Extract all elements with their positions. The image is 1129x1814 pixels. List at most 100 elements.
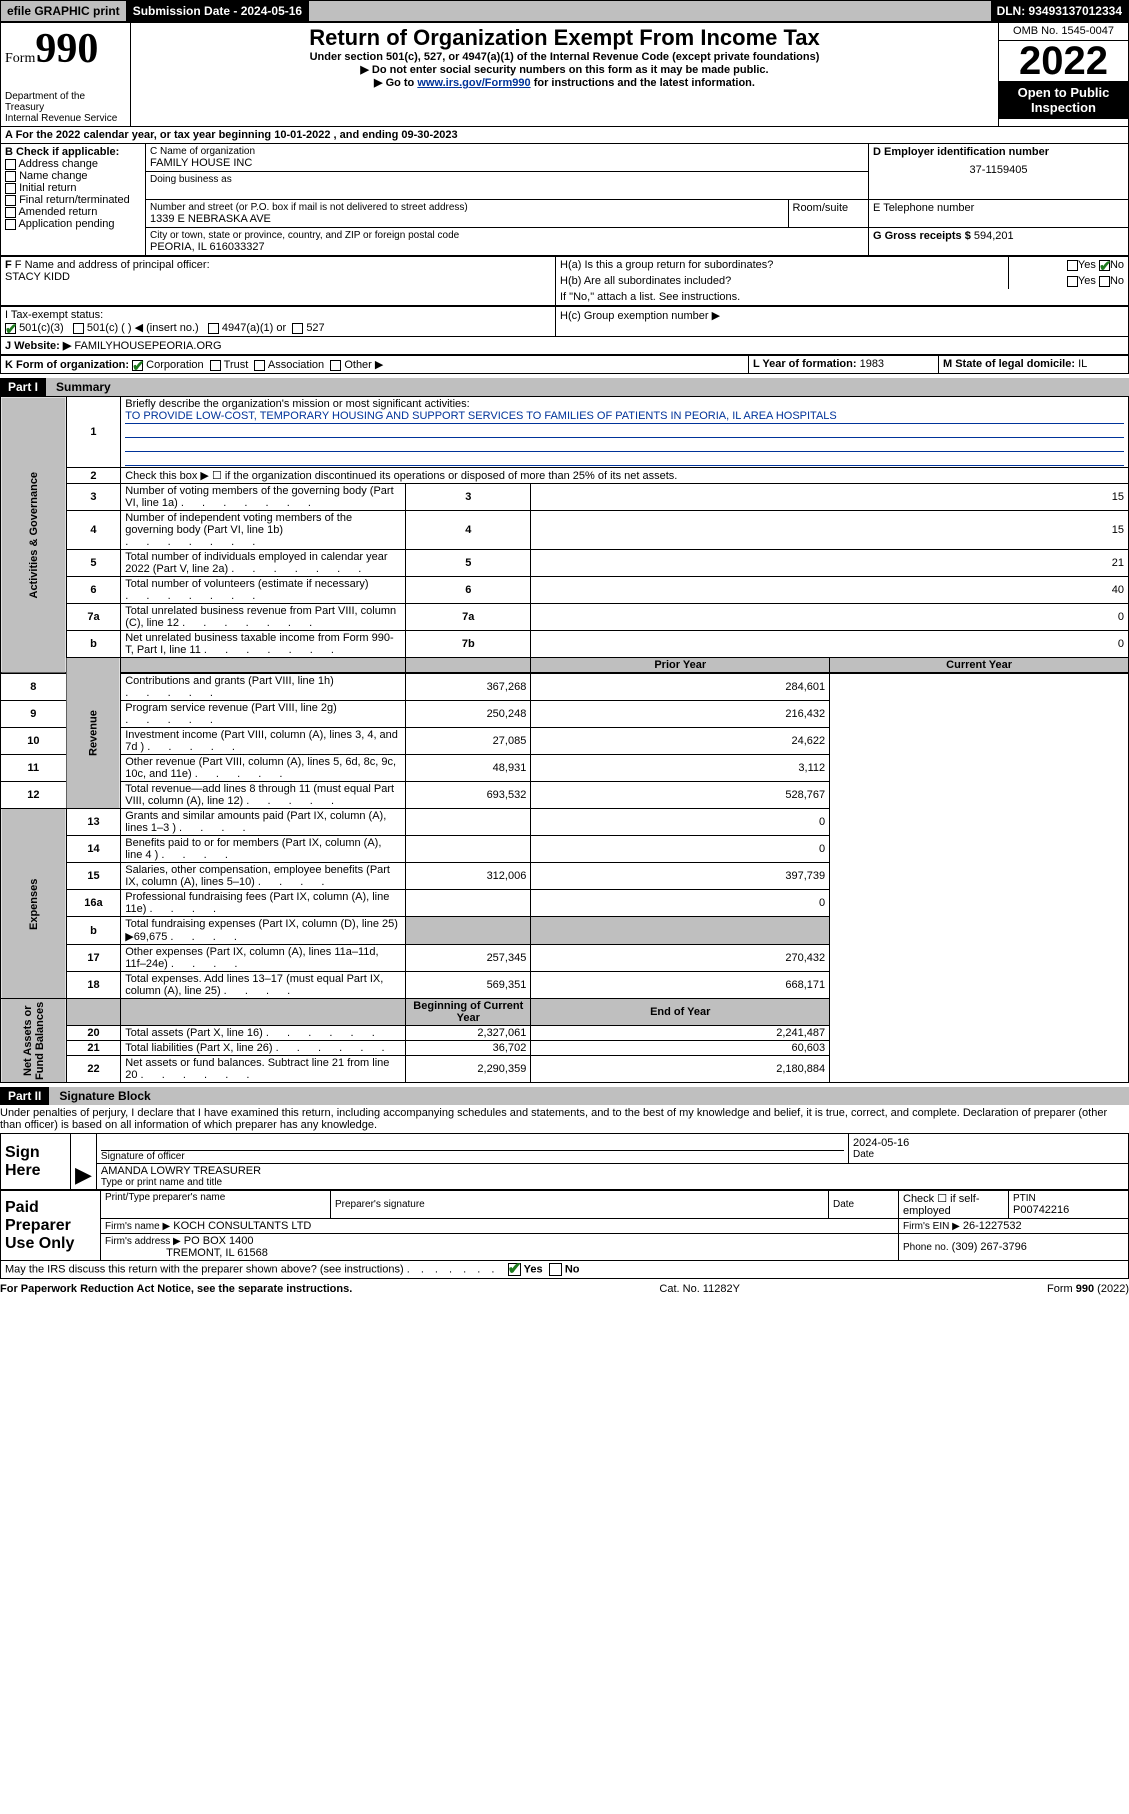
page-footer: For Paperwork Reduction Act Notice, see … [0,1279,1129,1295]
b-initial-return[interactable]: Initial return [5,182,141,194]
hc: H(c) Group exemption number ▶ [556,307,1129,337]
topbar: efile GRAPHIC print Submission Date - 20… [0,0,1129,22]
hb-yes[interactable] [1067,276,1078,287]
g-label: G Gross receipts $ [873,230,971,242]
f-label: F F Name and address of principal office… [5,259,551,271]
ha-no[interactable] [1099,260,1110,271]
ha-yes[interactable] [1067,260,1078,271]
name-title-label: Type or print name and title [101,1177,1124,1188]
paid-preparer: Paid Preparer Use Only Print/Type prepar… [0,1190,1129,1261]
k-corp[interactable] [132,360,143,371]
firm-name-label: Firm's name ▶ [105,1221,170,1232]
summary-table: Activities & Governance 1 Briefly descri… [0,396,1129,1083]
discuss-row: May the IRS discuss this return with the… [0,1261,1129,1279]
k-label: K Form of organization: [5,359,129,371]
form-ref: Form 990 (2022) [1047,1283,1129,1295]
print-name-label: Print/Type preparer's name [105,1192,326,1203]
sign-arrow: ▶ [71,1134,97,1190]
sign-block: Sign Here ▶ Signature of officer 2024-05… [0,1133,1129,1190]
m-label: M State of legal domicile: [943,358,1075,370]
fh-block: F F Name and address of principal office… [0,256,1129,306]
discuss-no[interactable] [549,1263,562,1276]
city: PEORIA, IL 616033327 [150,241,864,253]
b-label: B Check if applicable: [5,146,141,158]
firm-name: KOCH CONSULTANTS LTD [173,1220,311,1232]
side-exp: Expenses [27,878,39,929]
phone-label: Phone no. [903,1242,949,1253]
ptin-label: PTIN [1013,1193,1124,1204]
paid-label: Paid Preparer Use Only [1,1191,101,1261]
subtitle-section: Under section 501(c), 527, or 4947(a)(1)… [135,51,994,63]
part2-header: Part II Signature Block [0,1087,1129,1105]
firm-addr1: PO BOX 1400 [184,1235,254,1247]
b-amended[interactable]: Amended return [5,206,141,218]
paperwork: For Paperwork Reduction Act Notice, see … [0,1283,352,1295]
irs-link[interactable]: www.irs.gov/Form990 [417,77,530,89]
j-label: J Website: ▶ [5,340,71,352]
klm-block: K Form of organization: Corporation Trus… [0,355,1129,374]
b-app-pending[interactable]: Application pending [5,218,141,230]
dept-treasury: Department of the Treasury Internal Reve… [5,91,126,124]
prep-date-label: Date [833,1199,894,1210]
discuss-yes[interactable] [508,1263,521,1276]
firm-addr2: TREMONT, IL 61568 [166,1247,268,1259]
mission-text: TO PROVIDE LOW-COST, TEMPORARY HOUSING A… [125,410,1124,424]
topbar-spacer [309,1,990,21]
submission-date: Submission Date - 2024-05-16 [127,1,309,21]
begin-year-hdr: Beginning of Current Year [406,999,531,1026]
officer-name-title: AMANDA LOWRY TREASURER [101,1165,1124,1177]
b-name-change[interactable]: Name change [5,170,141,182]
ij-block: I Tax-exempt status: 501(c)(3) 501(c) ( … [0,306,1129,355]
dba-label: Doing business as [150,174,864,185]
l-label: L Year of formation: [753,358,857,370]
self-emp[interactable]: Check ☐ if self-employed [899,1191,1009,1219]
b-address-change[interactable]: Address change [5,158,141,170]
i-501c[interactable] [73,323,84,334]
city-label: City or town, state or province, country… [150,230,864,241]
cat-no: Cat. No. 11282Y [659,1283,740,1295]
side-rev: Revenue [87,710,99,756]
part1-title: Summary [46,378,1129,396]
website: FAMILYHOUSEPEORIA.ORG [74,340,221,352]
mission-label: Briefly describe the organization's miss… [125,398,469,410]
side-net: Net Assets or Fund Balances [21,1001,45,1079]
i-501c3[interactable] [5,323,16,334]
prep-sig-label: Preparer's signature [335,1199,824,1210]
omb: OMB No. 1545-0047 [999,23,1129,41]
part2-num: Part II [0,1087,49,1105]
part2-title: Signature Block [49,1087,1129,1105]
org-name: FAMILY HOUSE INC [150,157,864,169]
sig-officer-label: Signature of officer [101,1151,844,1162]
form-label: Form990 [5,25,126,73]
k-trust[interactable] [210,360,221,371]
year-formation: 1983 [860,358,884,370]
i-4947[interactable] [208,323,219,334]
phone: (309) 267-3796 [952,1241,1027,1253]
ptin: P00742216 [1013,1204,1124,1216]
current-year-hdr: Current Year [830,658,1129,674]
sign-date-label: Date [853,1149,1124,1160]
form-title: Return of Organization Exempt From Incom… [135,25,994,51]
sign-date: 2024-05-16 [853,1137,1124,1149]
penalty-stmt: Under penalties of perjury, I declare th… [0,1105,1129,1133]
part1-header: Part I Summary [0,378,1129,396]
hb-note: If "No," attach a list. See instructions… [556,289,1129,306]
b-final-return[interactable]: Final return/terminated [5,194,141,206]
officer-name: STACY KIDD [5,271,551,283]
i-527[interactable] [292,323,303,334]
firm-ein: 26-1227532 [963,1220,1022,1232]
end-year-hdr: End of Year [531,999,830,1026]
subtitle-ssn: ▶ Do not enter social security numbers o… [135,63,994,76]
tax-year: 2022 [999,41,1128,81]
hb-no[interactable] [1099,276,1110,287]
k-other[interactable] [330,360,341,371]
sign-here: Sign Here [1,1134,71,1190]
prior-year-hdr: Prior Year [531,658,830,674]
subtitle-goto: ▶ Go to www.irs.gov/Form990 for instruct… [135,76,994,89]
dln: DLN: 93493137012334 [991,1,1128,21]
efile-print[interactable]: efile GRAPHIC print [1,1,127,21]
side-gov: Activities & Governance [27,472,39,599]
part1-num: Part I [0,378,46,396]
k-assoc[interactable] [254,360,265,371]
firm-ein-label: Firm's EIN ▶ [903,1221,960,1232]
